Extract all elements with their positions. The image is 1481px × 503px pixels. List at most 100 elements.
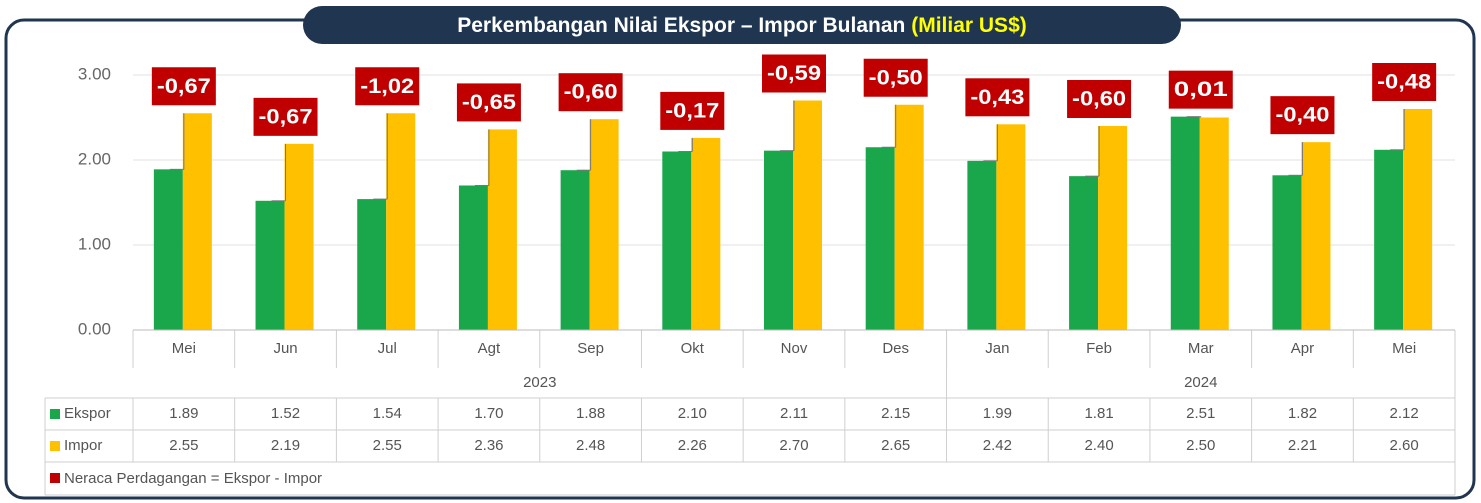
x-tick-label: Jun (273, 340, 297, 357)
bar (560, 170, 590, 330)
balance-box (762, 54, 826, 93)
table-value: 2.51 (1186, 405, 1215, 422)
x-tick-label: Des (882, 340, 909, 357)
balance-label: -0,60 (564, 81, 618, 104)
balance-box (151, 67, 216, 106)
balance-box (863, 58, 928, 97)
title-pill (303, 6, 1181, 44)
balance-box (1168, 70, 1233, 109)
table-value: 2.15 (881, 405, 910, 422)
legend-label: Neraca Perdagangan = Ekspor - Impor (64, 470, 322, 487)
bar (1301, 142, 1331, 330)
bar (153, 169, 183, 330)
x-tick-label: Mar (1188, 340, 1214, 357)
title-unit: (Miliar US$) (911, 14, 1027, 37)
bar (764, 150, 793, 330)
table-value: 2.65 (881, 437, 910, 454)
table-value: 2.42 (983, 437, 1012, 454)
balance-box (1067, 80, 1132, 118)
x-tick-label: Mei (1392, 340, 1416, 357)
bar (967, 160, 997, 330)
y-tick-label: 2.00 (78, 149, 111, 168)
bar (1403, 109, 1433, 330)
bar (1069, 176, 1099, 330)
bar (1272, 175, 1302, 330)
x-tick-label: Sep (577, 340, 604, 357)
balance-label: -0,50 (869, 66, 923, 89)
bar (284, 143, 314, 330)
bar (357, 199, 387, 330)
balance-label: -0,65 (462, 91, 516, 114)
table-value: 2.11 (780, 405, 808, 422)
balance-label: -1,02 (360, 75, 414, 98)
balance-label: -0,48 (1377, 71, 1431, 94)
balance-label: 0,01 (1174, 78, 1228, 101)
frame (4, 18, 1476, 500)
balance-box (1270, 96, 1335, 135)
x-tick-label: Nov (781, 340, 808, 357)
balance-label: -0,17 (665, 99, 719, 122)
balance-label: -0,67 (259, 105, 313, 128)
x-tick-label: Apr (1291, 340, 1314, 357)
table-value: 2.70 (779, 437, 808, 454)
x-tick-label: Agt (478, 340, 501, 357)
legend-swatch (50, 441, 60, 451)
table-value: 2.48 (576, 437, 605, 454)
table-value: 2.12 (1390, 405, 1419, 422)
bar (894, 104, 924, 330)
x-group-label: 2023 (523, 374, 556, 391)
y-tick-label: 3.00 (78, 64, 111, 83)
bar (691, 137, 721, 330)
balance-box (558, 73, 623, 112)
table-value: 2.26 (678, 437, 707, 454)
bar (996, 124, 1026, 330)
balance-label: -0,43 (970, 86, 1024, 109)
bar (487, 129, 517, 330)
bar (1170, 116, 1200, 331)
table-value: 2.55 (373, 437, 402, 454)
balance-label: -0,59 (767, 62, 821, 85)
balance-box (456, 83, 521, 122)
balance-box (1372, 63, 1437, 101)
table-value: 2.60 (1390, 437, 1419, 454)
title-main: Perkembangan Nilai Ekspor – Impor Bulana… (457, 14, 905, 37)
x-tick-label: Jul (378, 340, 397, 357)
bar (662, 151, 692, 330)
x-tick-label: Jan (985, 340, 1009, 357)
table-value: 1.70 (474, 405, 503, 422)
balance-box (660, 91, 725, 130)
bar (255, 200, 285, 330)
balance-label: -0,60 (1072, 88, 1126, 111)
legend-label: Ekspor (64, 405, 111, 422)
bar (1199, 117, 1229, 330)
balance-box (965, 78, 1030, 117)
table-value: 2.19 (271, 437, 300, 454)
bar (386, 113, 416, 330)
table-value: 2.55 (169, 437, 198, 454)
balance-box (253, 97, 318, 136)
table-value: 2.50 (1186, 437, 1215, 454)
y-tick-label: 0.00 (78, 319, 111, 338)
table-value: 1.89 (169, 405, 198, 422)
table-value: 1.82 (1288, 405, 1317, 422)
balance-box (355, 67, 420, 106)
table-value: 1.99 (983, 405, 1012, 422)
y-tick-label: 1.00 (78, 234, 111, 253)
x-tick-label: Mei (172, 340, 196, 357)
balance-label: -0,40 (1275, 104, 1329, 127)
table-value: 2.36 (474, 437, 503, 454)
bar (182, 113, 212, 330)
legend-label: Impor (64, 437, 102, 454)
bar (589, 119, 619, 330)
table-value: 2.40 (1084, 437, 1113, 454)
chart-title: Perkembangan Nilai Ekspor – Impor Bulana… (457, 14, 1027, 37)
bar (793, 100, 822, 330)
bar (1374, 149, 1404, 330)
table-value: 1.81 (1084, 405, 1113, 422)
bar (458, 185, 488, 330)
bar (1098, 126, 1128, 330)
table-value: 1.52 (271, 405, 300, 422)
x-group-label: 2024 (1184, 374, 1217, 391)
